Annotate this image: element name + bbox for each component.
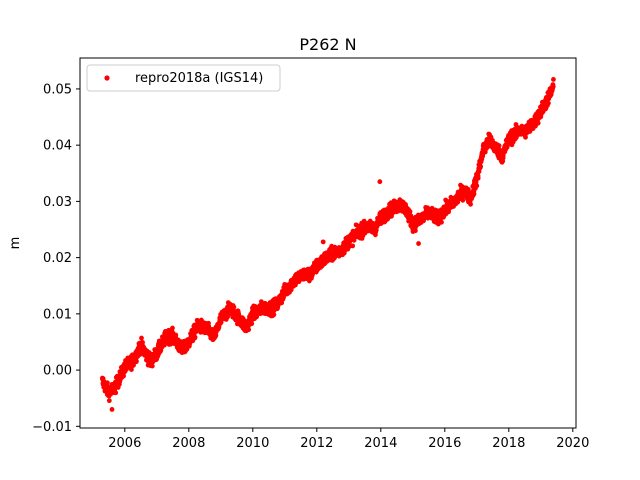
x-tick-label: 2010	[236, 436, 269, 451]
x-axis: 2006 2008 2010 2012 2014 2016 2018 2020	[108, 428, 589, 451]
data-points	[100, 77, 556, 412]
data-point	[550, 84, 556, 90]
data-point	[105, 380, 110, 386]
chart-title: P262 N	[299, 35, 356, 54]
data-point	[109, 407, 115, 412]
y-tick-label: 0.01	[43, 307, 72, 322]
data-point	[320, 239, 326, 245]
data-point	[213, 333, 219, 338]
data-point	[496, 143, 502, 149]
data-point	[412, 228, 418, 234]
data-point	[246, 327, 252, 333]
data-point	[482, 149, 488, 155]
data-point	[121, 373, 126, 379]
x-tick-label: 2014	[364, 436, 397, 451]
data-point	[140, 340, 145, 345]
y-tick-label: 0.02	[43, 251, 72, 266]
data-point	[149, 363, 155, 369]
data-point	[129, 367, 134, 372]
data-point	[546, 100, 551, 106]
x-tick-label: 2012	[300, 436, 333, 451]
data-point	[351, 237, 357, 243]
data-point	[468, 201, 473, 207]
x-tick-label: 2020	[556, 436, 589, 451]
data-point	[460, 197, 466, 203]
data-point	[535, 120, 541, 126]
legend-label: repro2018a (IGS14)	[135, 71, 263, 86]
x-tick-label: 2016	[428, 436, 461, 451]
legend: repro2018a (IGS14)	[86, 64, 281, 92]
data-point	[474, 183, 480, 189]
y-tick-label: 0.00	[43, 364, 72, 379]
data-point	[271, 312, 277, 318]
data-point	[173, 332, 179, 338]
data-point	[113, 390, 119, 396]
data-point	[475, 175, 481, 181]
data-point	[134, 358, 139, 364]
data-point	[551, 77, 556, 82]
data-point	[170, 325, 175, 331]
data-point	[377, 179, 383, 185]
y-tick-label: 0.05	[43, 82, 72, 97]
y-tick-label: 0.03	[43, 195, 72, 210]
y-tick-label: 0.04	[43, 139, 72, 154]
y-axis: −0.01 0.00 0.01 0.02 0.03 0.04 0.05	[32, 82, 80, 435]
data-point	[407, 209, 413, 215]
data-point	[139, 335, 144, 341]
legend-box	[86, 64, 281, 92]
data-point	[439, 219, 444, 225]
data-point	[192, 334, 198, 340]
data-point	[249, 321, 255, 327]
x-tick-label: 2006	[108, 436, 141, 451]
data-point	[231, 304, 237, 310]
data-point	[416, 241, 421, 246]
data-point	[523, 134, 528, 140]
data-point	[106, 398, 112, 404]
legend-marker	[104, 75, 110, 81]
plot-frame	[79, 57, 577, 429]
x-tick-label: 2008	[172, 436, 205, 451]
y-tick-label: −0.01	[32, 420, 72, 435]
data-point	[478, 164, 484, 169]
data-point	[350, 243, 356, 249]
x-tick-label: 2018	[492, 436, 525, 451]
data-point	[471, 191, 477, 197]
y-axis-label: m	[8, 237, 23, 250]
